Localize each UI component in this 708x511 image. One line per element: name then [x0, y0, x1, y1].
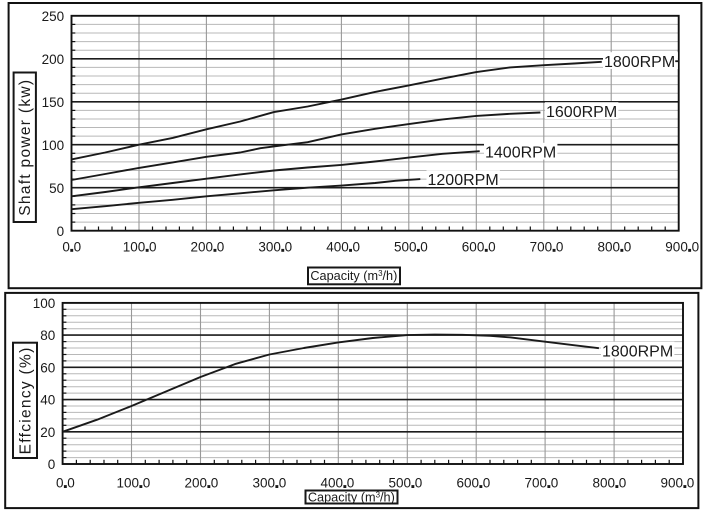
- svg-text:Shaft power (kw): Shaft power (kw): [17, 79, 34, 216]
- svg-text:800.0: 800.0: [598, 239, 632, 254]
- svg-text:0: 0: [57, 224, 65, 239]
- svg-text:400.0: 400.0: [321, 476, 355, 491]
- svg-text:100: 100: [33, 296, 56, 311]
- svg-text:Capacity (m3/h): Capacity (m3/h): [310, 269, 397, 283]
- svg-text:500.0: 500.0: [394, 239, 428, 254]
- svg-text:200: 200: [42, 52, 65, 67]
- svg-text:0: 0: [48, 457, 56, 472]
- svg-text:200.0: 200.0: [191, 239, 225, 254]
- svg-text:900.0: 900.0: [665, 239, 699, 254]
- svg-text:20: 20: [40, 425, 55, 440]
- svg-text:900.0: 900.0: [661, 476, 695, 491]
- svg-text:600.0: 600.0: [462, 239, 496, 254]
- svg-text:50: 50: [49, 181, 64, 196]
- svg-text:100: 100: [42, 138, 65, 153]
- svg-text:60: 60: [40, 360, 55, 375]
- svg-text:100.0: 100.0: [123, 239, 157, 254]
- svg-text:100.0: 100.0: [117, 476, 151, 491]
- svg-text:200.0: 200.0: [185, 476, 219, 491]
- svg-text:400.0: 400.0: [326, 239, 360, 254]
- svg-text:Effciency (%): Effciency (%): [17, 346, 34, 454]
- svg-text:1800RPM: 1800RPM: [602, 343, 673, 360]
- svg-text:700.0: 700.0: [525, 476, 559, 491]
- svg-text:250: 250: [42, 9, 65, 24]
- svg-text:40: 40: [40, 393, 55, 408]
- svg-text:1600RPM: 1600RPM: [546, 104, 617, 121]
- svg-text:800.0: 800.0: [593, 476, 627, 491]
- svg-text:0.0: 0.0: [62, 239, 81, 254]
- svg-text:80: 80: [40, 328, 55, 343]
- svg-text:1800RPM: 1800RPM: [604, 54, 675, 71]
- svg-text:0.0: 0.0: [56, 476, 75, 491]
- svg-text:300.0: 300.0: [253, 476, 287, 491]
- svg-text:1200RPM: 1200RPM: [428, 172, 499, 189]
- svg-text:1400RPM: 1400RPM: [485, 144, 556, 161]
- svg-text:700.0: 700.0: [530, 239, 564, 254]
- svg-text:Capacity (m3/h): Capacity (m3/h): [308, 490, 395, 504]
- svg-text:300.0: 300.0: [258, 239, 292, 254]
- svg-text:600.0: 600.0: [457, 476, 491, 491]
- svg-text:150: 150: [42, 95, 65, 110]
- svg-text:500.0: 500.0: [389, 476, 423, 491]
